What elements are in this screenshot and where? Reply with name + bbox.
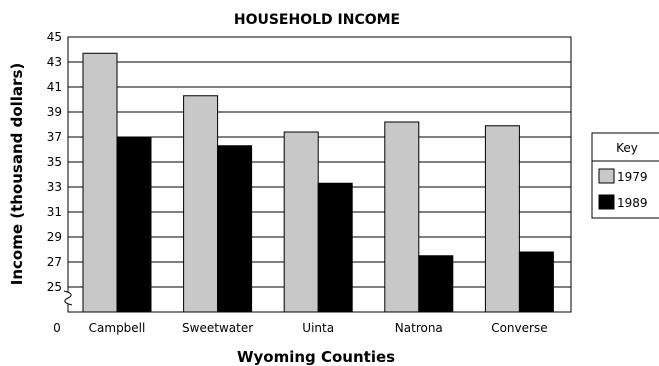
x-tick-label-uinta: Uinta — [302, 321, 334, 335]
y-zero-label: 0 — [53, 321, 61, 335]
y-tick-labels: 25 27 29 31 33 35 37 39 41 43 45 — [47, 30, 62, 294]
axis-break-squiggle — [63, 290, 73, 306]
y-axis-title: Income (thousand dollars) — [8, 63, 26, 286]
x-tick-label-converse: Converse — [491, 321, 547, 335]
bar-sweetwater-1989 — [217, 145, 253, 313]
legend-title: Key — [616, 141, 638, 155]
bar-converse-1989 — [518, 251, 554, 313]
bar-natrona-1979 — [384, 121, 420, 313]
y-tick-label-35: 35 — [47, 155, 62, 169]
bar-campbell-1979 — [82, 52, 118, 313]
x-tick-label-campbell: Campbell — [89, 321, 146, 335]
legend-swatch-1979 — [598, 168, 615, 184]
y-tick-label-31: 31 — [47, 205, 62, 219]
bars — [82, 52, 554, 313]
bar-uinta-1979 — [283, 131, 319, 313]
axis-break — [63, 290, 73, 306]
y-tick-label-27: 27 — [47, 255, 62, 269]
x-axis-title: Wyoming Counties — [237, 348, 395, 366]
x-tick-label-sweetwater: Sweetwater — [182, 321, 253, 335]
legend-label-1979: 1979 — [617, 170, 648, 184]
y-tick-label-41: 41 — [47, 80, 62, 94]
y-tick-label-33: 33 — [47, 180, 62, 194]
bar-uinta-1989 — [317, 182, 353, 313]
x-tick-label-natrona: Natrona — [395, 321, 443, 335]
bar-converse-1979 — [484, 125, 520, 313]
legend: Key 1979 1989 — [591, 132, 659, 219]
y-tick-label-37: 37 — [47, 130, 62, 144]
y-tick-label-43: 43 — [47, 55, 62, 69]
bar-campbell-1989 — [116, 136, 152, 313]
legend-label-1989: 1989 — [617, 196, 648, 210]
chart-title: HOUSEHOLD INCOME — [234, 12, 400, 28]
y-tick-label-25: 25 — [47, 280, 62, 294]
legend-swatch-1989 — [598, 194, 615, 210]
plot-frame — [67, 36, 572, 313]
y-tick-label-29: 29 — [47, 230, 62, 244]
y-tick-label-45: 45 — [47, 30, 62, 44]
category-labels: Campbell Sweetwater Uinta Natrona Converse — [89, 321, 548, 335]
bar-natrona-1989 — [418, 255, 454, 313]
y-tick-label-39: 39 — [47, 105, 62, 119]
bar-sweetwater-1979 — [183, 95, 219, 313]
